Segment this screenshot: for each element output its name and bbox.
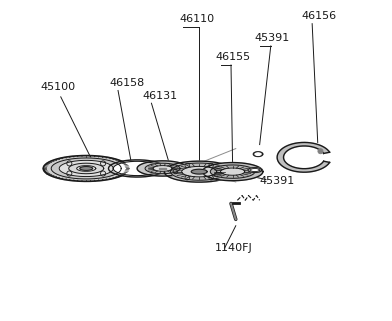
Text: 1140FJ: 1140FJ (214, 243, 252, 253)
Polygon shape (153, 166, 172, 171)
Text: 45391: 45391 (255, 33, 290, 43)
Text: 46131: 46131 (143, 91, 178, 101)
Polygon shape (80, 167, 93, 170)
Polygon shape (221, 168, 245, 175)
Polygon shape (43, 156, 129, 181)
Text: 46156: 46156 (301, 11, 336, 21)
Text: 45100: 45100 (41, 82, 76, 92)
Polygon shape (202, 162, 263, 181)
Polygon shape (255, 153, 261, 156)
Polygon shape (250, 169, 260, 172)
Polygon shape (69, 163, 104, 174)
Polygon shape (51, 158, 121, 179)
Polygon shape (253, 152, 263, 157)
Circle shape (318, 149, 323, 154)
Polygon shape (171, 163, 228, 180)
Polygon shape (77, 166, 96, 171)
Polygon shape (137, 161, 188, 176)
Polygon shape (113, 161, 161, 176)
Polygon shape (160, 168, 166, 169)
Polygon shape (109, 160, 166, 177)
Polygon shape (145, 163, 180, 174)
Polygon shape (181, 166, 217, 177)
Polygon shape (277, 143, 330, 172)
Polygon shape (211, 165, 255, 178)
Polygon shape (59, 160, 113, 177)
Text: 46110: 46110 (180, 14, 214, 24)
Text: 46158: 46158 (109, 78, 145, 88)
Polygon shape (191, 169, 207, 174)
Polygon shape (248, 168, 262, 172)
Text: 46155: 46155 (215, 53, 250, 63)
Polygon shape (164, 161, 234, 182)
Text: 45391: 45391 (260, 176, 295, 186)
